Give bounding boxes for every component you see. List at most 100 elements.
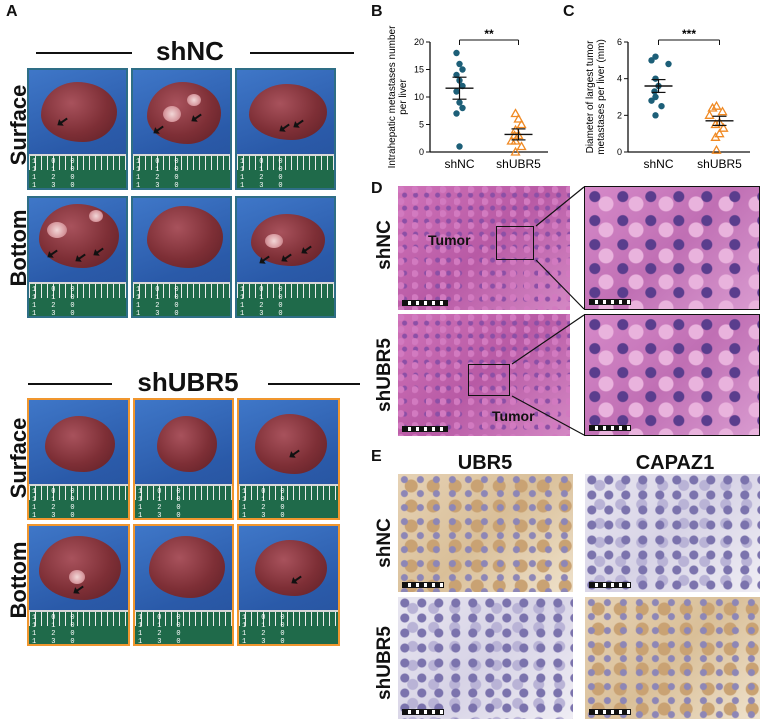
scale-bar <box>589 299 631 305</box>
ihc-image <box>398 597 573 719</box>
scale-bar <box>402 709 444 715</box>
x-tick-label: shNC <box>643 157 673 171</box>
ihc-image <box>398 474 573 592</box>
zoom-connector <box>535 186 585 310</box>
liver-photo: 100 110 120 130 <box>237 398 340 520</box>
zoom-box <box>468 364 510 396</box>
data-point <box>516 119 527 129</box>
group-line-left <box>28 383 112 385</box>
data-point <box>652 75 659 82</box>
zoom-connector <box>511 314 585 436</box>
data-point <box>648 57 655 64</box>
data-point <box>510 146 521 156</box>
significance-marker: ** <box>484 27 494 41</box>
data-point <box>456 99 463 106</box>
data-point <box>513 113 524 123</box>
scale-bar <box>402 426 448 432</box>
data-point <box>453 88 460 95</box>
data-point <box>718 122 729 132</box>
data-point <box>648 97 655 104</box>
data-point <box>510 108 521 118</box>
data-point <box>711 144 722 154</box>
data-point <box>651 88 658 95</box>
y-tick-label: 15 <box>414 65 424 75</box>
data-point <box>456 60 463 68</box>
data-point <box>665 60 672 68</box>
liver-photo: 100 110 120 130 <box>131 68 232 190</box>
liver-photo: 100 110 120 130 <box>133 524 234 646</box>
x-tick-label: shUBR5 <box>496 157 541 171</box>
data-point <box>710 119 721 129</box>
tumor-label: Tumor <box>492 408 535 424</box>
he-image: Tumor <box>398 314 570 436</box>
chart-b: 0 5 10 15 20 Intrahepatic metastases numberpe… <box>387 25 548 171</box>
group-line-right <box>268 383 360 385</box>
panel-letter-d: D <box>371 180 383 197</box>
data-point <box>710 132 721 141</box>
scale-bar <box>402 582 444 588</box>
liver-photo: 100 110 120 130 <box>27 524 130 646</box>
liver-photo: 100 110 120 130 <box>235 196 336 318</box>
liver-photo: 100 110 120 130 <box>27 196 128 318</box>
data-point <box>516 141 527 151</box>
y-tick-label: 0 <box>419 147 424 157</box>
liver-photo: 100 110 120 130 <box>235 68 336 190</box>
column-label-ubr5: UBR5 <box>457 452 513 474</box>
data-point <box>456 143 463 150</box>
group-title-shnc: shNC <box>156 36 224 66</box>
he-image: Tumor <box>398 186 570 310</box>
x-tick-label: shUBR5 <box>697 157 742 171</box>
row-label-shnc: shNC <box>374 518 395 568</box>
ihc-image <box>585 474 760 592</box>
x-tick-label: shNC <box>444 157 474 171</box>
scale-bar <box>589 425 631 431</box>
y-tick-label: 20 <box>414 37 424 47</box>
data-point <box>652 112 659 119</box>
tumor-label: Tumor <box>428 232 471 248</box>
liver-photo: 100 110 120 130 <box>133 398 234 520</box>
data-point <box>704 110 715 119</box>
y-tick-label: 5 <box>419 120 424 130</box>
liver-photo: 100 110 120 130 <box>131 196 232 318</box>
y-tick-label: 2 <box>617 110 622 120</box>
group-line-left <box>36 52 132 54</box>
liver-photo: 100 110 120 130 <box>237 524 340 646</box>
data-point <box>453 49 460 57</box>
chart-c: 0 2 4 6 Diameter of largest tumormetastases … <box>585 27 750 171</box>
group-line-right <box>250 52 354 54</box>
scale-bar <box>589 709 631 715</box>
he-zoom-image <box>584 186 760 310</box>
panel-letter-c: C <box>563 3 575 20</box>
row-label-shnc: shNC <box>374 220 395 270</box>
y-axis-label: Diameter of largest tumormetastases per … <box>585 39 607 155</box>
row-label-shubr5: shUBR5 <box>374 626 395 700</box>
data-point <box>711 100 722 110</box>
panel-letter-b: B <box>371 3 383 20</box>
data-point <box>459 66 466 73</box>
ihc-image <box>585 597 760 719</box>
panel-letter-a: A <box>6 3 18 20</box>
y-tick-label: 0 <box>617 147 622 157</box>
data-point <box>658 102 665 110</box>
scale-bar <box>402 300 448 306</box>
y-tick-label: 4 <box>617 74 622 84</box>
panel-letter-e: E <box>371 448 382 465</box>
liver-photo: 100 110 120 130 <box>27 68 128 190</box>
data-point <box>459 104 466 112</box>
y-tick-label: 10 <box>414 92 424 102</box>
data-point <box>453 110 460 117</box>
data-point <box>707 102 718 112</box>
data-point <box>717 106 728 116</box>
data-point <box>714 128 725 138</box>
data-point <box>506 135 517 145</box>
group-title-shubr5: shUBR5 <box>137 367 239 397</box>
y-axis-label: Intrahepatic metastases numberper liver <box>387 25 409 169</box>
y-tick-label: 6 <box>617 37 622 47</box>
liver-photo: 100 110 120 130 <box>27 398 130 520</box>
significance-marker: *** <box>682 27 696 41</box>
scale-bar <box>589 582 631 588</box>
zoom-box <box>496 226 534 260</box>
column-label-capaz1: CAPAZ1 <box>635 452 715 474</box>
row-label-shubr5: shUBR5 <box>374 338 395 412</box>
he-zoom-image <box>584 314 760 436</box>
